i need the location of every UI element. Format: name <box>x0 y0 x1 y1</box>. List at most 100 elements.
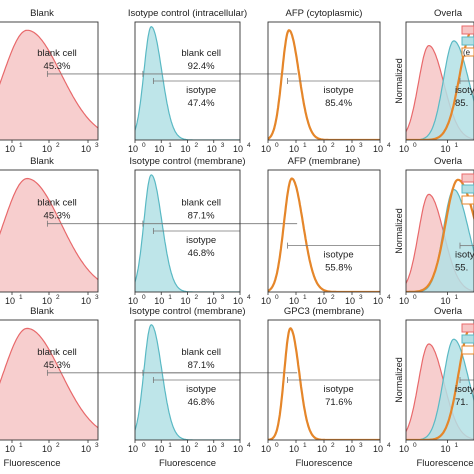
gate-2: isotype 47.4% <box>152 78 240 109</box>
x-tick-exponent: 0 <box>275 294 279 301</box>
x-tick-exponent: 3 <box>359 142 363 149</box>
gate-label: isotype <box>324 384 354 395</box>
gate-value: 45.3% <box>44 360 71 371</box>
gate-label: isotype <box>324 85 354 96</box>
histogram-fill-1 <box>0 178 98 292</box>
x-tick-label: 10 <box>128 444 138 454</box>
histogram-curve-1 <box>135 324 240 440</box>
panel-title: AFP (membrane) <box>288 156 361 167</box>
x-tick-exponent: 4 <box>247 142 251 149</box>
x-tick-label: 10 <box>289 296 299 306</box>
x-tick-label: 10 <box>317 444 327 454</box>
gate-value: 55.8% <box>325 263 352 274</box>
plot-frame <box>405 21 474 141</box>
x-tick-label: 10 <box>289 444 299 454</box>
gate-value: 46.8% <box>188 397 215 408</box>
gate-1: blank cell 45.3% <box>37 198 298 227</box>
x-tick-exponent: 2 <box>56 442 60 449</box>
x-tick-label: 10 <box>261 444 271 454</box>
x-tick-label: 10 <box>441 144 451 154</box>
gate-1: blank cell 87.1% <box>142 198 240 227</box>
x-tick-exponent: 1 <box>455 142 459 149</box>
x-tick-exponent: 1 <box>303 294 307 301</box>
gate-value: 85.4% <box>325 98 352 109</box>
gate-1: blank cell 92.4% <box>142 48 240 77</box>
histogram-curve-1 <box>268 29 380 140</box>
gate-label: isotype <box>186 85 216 96</box>
x-tick-label: 10 <box>207 296 217 306</box>
x-tick-label: 10 <box>42 144 52 154</box>
histogram-curve-1 <box>268 327 380 440</box>
gate-label: blank cell <box>181 347 221 358</box>
plot-frame <box>405 169 474 293</box>
x-tick-exponent: 2 <box>56 294 60 301</box>
panel-r3-c4: isotype 71. Overla Normalized 10 0 10 1 Fluoresc… <box>394 306 474 469</box>
panel-title: GPC3 (membrane) <box>284 306 364 317</box>
panel-r3-c1: blank cell 45.3% Blank 10 1 10 2 10 3 Fluorescenc… <box>0 306 298 469</box>
x-tick-label: 10 <box>180 144 190 154</box>
gate-2: isotype 46.8% <box>152 377 240 408</box>
x-tick-exponent: 0 <box>275 442 279 449</box>
gate-value: 71. <box>455 397 468 408</box>
panel-r3-c2: blank cell 87.1% isotype 46.8% Isotype contr… <box>128 306 251 469</box>
x-tick-exponent: 1 <box>19 294 23 301</box>
gate-label: isotype <box>455 85 474 96</box>
x-axis-label: Fluorescence <box>416 458 473 469</box>
x-tick-label: 10 <box>180 444 190 454</box>
gate-label: blank cell <box>37 198 77 209</box>
x-axis-label: Fluorescence <box>3 458 60 469</box>
x-tick-exponent: 3 <box>95 442 99 449</box>
legend <box>461 323 474 355</box>
x-tick-exponent: 1 <box>455 294 459 301</box>
histogram-fill-1 <box>0 328 98 440</box>
panel-title: Blank <box>30 156 54 167</box>
x-tick-label: 10 <box>399 144 409 154</box>
x-tick-exponent: 1 <box>168 442 172 449</box>
histogram-curve-1 <box>135 26 240 140</box>
x-tick-exponent: 4 <box>387 142 391 149</box>
plot-frame <box>267 169 381 293</box>
x-tick-label: 10 <box>399 444 409 454</box>
x-tick-exponent: 1 <box>168 142 172 149</box>
plot-frame <box>0 319 99 441</box>
panel-r1-c2: blank cell 92.4% isotype 47.4% Isotype contr… <box>128 8 251 154</box>
x-tick-exponent: 4 <box>387 294 391 301</box>
plot-frame <box>405 319 474 441</box>
x-tick-label: 10 <box>441 296 451 306</box>
x-tick-label: 10 <box>345 144 355 154</box>
histogram-fill-1 <box>406 194 474 292</box>
gate-value: 92.4% <box>188 61 215 72</box>
gate-value: 45.3% <box>44 61 71 72</box>
legend: (e <box>461 25 474 57</box>
gate-label: isotype <box>455 384 474 395</box>
x-tick-exponent: 2 <box>331 294 335 301</box>
histogram-fill-2 <box>406 189 474 292</box>
plot-frame <box>0 21 99 141</box>
x-tick-label: 10 <box>345 444 355 454</box>
panel-title: Blank <box>30 306 54 317</box>
panel-title: Overla <box>434 156 463 167</box>
gate-value: 46.8% <box>188 248 215 259</box>
legend-swatch <box>461 323 474 333</box>
panel-title: Overla <box>434 306 463 317</box>
x-tick-exponent: 3 <box>359 442 363 449</box>
x-tick-label: 10 <box>317 144 327 154</box>
gate-value: 71.6% <box>325 397 352 408</box>
histogram-fill-1 <box>406 344 474 440</box>
x-tick-label: 10 <box>233 144 243 154</box>
histogram-curve-2 <box>406 40 474 140</box>
gate-1: isotype 71.6% <box>287 377 380 408</box>
x-tick-exponent: 1 <box>303 442 307 449</box>
panel-r2-c3: isotype 55.8% AFP (membrane) 10 0 10 1 10 2 10 3 10… <box>261 156 391 306</box>
x-tick-exponent: 3 <box>221 294 225 301</box>
x-tick-label: 10 <box>180 296 190 306</box>
legend <box>461 173 474 205</box>
x-tick-label: 10 <box>441 444 451 454</box>
x-tick-label: 10 <box>154 444 164 454</box>
x-tick-exponent: 2 <box>331 442 335 449</box>
x-tick-exponent: 2 <box>195 142 199 149</box>
